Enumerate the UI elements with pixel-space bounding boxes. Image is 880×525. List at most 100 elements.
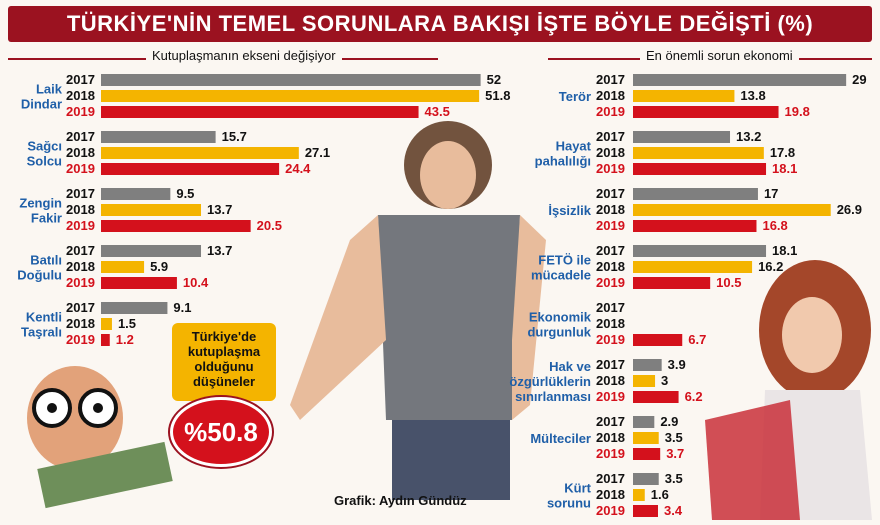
value-label: 20.5 — [257, 218, 282, 233]
category-label: Hayat — [556, 139, 592, 154]
value-label: 3.5 — [665, 471, 683, 486]
bar — [633, 432, 659, 444]
nerd-caricature — [27, 366, 173, 509]
year-label: 2018 — [596, 487, 625, 502]
value-label: 10.5 — [716, 275, 741, 290]
value-label: 16.8 — [762, 218, 787, 233]
bar — [101, 261, 145, 273]
category-label: mücadele — [531, 268, 591, 283]
value-label: 18.1 — [772, 243, 797, 258]
year-label: 2019 — [66, 218, 95, 233]
bar — [633, 220, 757, 232]
category-label: Laik — [36, 82, 63, 97]
year-label: 2017 — [66, 243, 95, 258]
bar — [633, 416, 655, 428]
bar — [101, 334, 110, 346]
year-label: 2017 — [596, 72, 625, 87]
year-label: 2018 — [66, 202, 95, 217]
year-label: 2019 — [596, 218, 625, 233]
year-label: 2017 — [596, 471, 625, 486]
category-label: İşsizlik — [548, 203, 591, 218]
right-bar-chart: Terör 2017 29 2018 13.8 2019 19.8 Hayatpahalılı… — [509, 72, 866, 518]
value-label: 3.5 — [665, 430, 683, 445]
year-label: 2017 — [596, 414, 625, 429]
callout-line: düşüneler — [192, 374, 256, 389]
category-label: özgürlüklerin — [509, 374, 591, 389]
category-label: Taşralı — [21, 325, 62, 340]
bar — [633, 204, 831, 216]
value-label: 16.2 — [758, 259, 783, 274]
bar — [633, 245, 767, 257]
category-label: Fakir — [31, 211, 62, 226]
value-label: 24.4 — [285, 161, 311, 176]
value-label: 3.7 — [666, 446, 684, 461]
value-label: 13.7 — [207, 202, 232, 217]
value-label: 1.5 — [118, 316, 136, 331]
category-label: Sağcı — [27, 139, 62, 154]
category-label: durgunluk — [527, 325, 591, 340]
bar — [101, 277, 177, 289]
value-label: 2.9 — [660, 414, 678, 429]
value-label: 6.7 — [688, 332, 706, 347]
value-label: 5.9 — [150, 259, 168, 274]
value-label: 26.9 — [837, 202, 862, 217]
category-label: Kentli — [26, 310, 62, 325]
bar — [101, 302, 168, 314]
callout-line: Türkiye'de — [191, 329, 257, 344]
year-label: 2017 — [66, 72, 95, 87]
year-label: 2017 — [596, 243, 625, 258]
value-label: 13.2 — [736, 129, 761, 144]
year-label: 2017 — [596, 300, 625, 315]
bar — [633, 106, 779, 118]
bar — [633, 90, 735, 102]
year-label: 2019 — [596, 161, 625, 176]
value-label: 10.4 — [183, 275, 209, 290]
bar — [101, 204, 202, 216]
value-label: 13.8 — [740, 88, 765, 103]
category-label: pahalılığı — [535, 154, 591, 169]
bar — [101, 74, 481, 86]
bar — [633, 375, 656, 387]
year-label: 2018 — [596, 88, 625, 103]
bar — [633, 505, 658, 517]
bar — [633, 188, 758, 200]
year-label: 2018 — [596, 316, 625, 331]
polarization-callout: Türkiye'de kutuplaşma olduğunu düşüneler — [172, 323, 276, 401]
category-label: sorunu — [547, 496, 591, 511]
year-label: 2019 — [66, 161, 95, 176]
year-label: 2019 — [66, 332, 95, 347]
graphic-credit: Grafik: Aydın Gündüz — [334, 493, 467, 508]
value-label: 43.5 — [425, 104, 450, 119]
category-label: Terör — [559, 89, 591, 104]
year-label: 2018 — [66, 259, 95, 274]
bar — [633, 163, 767, 175]
bar — [101, 131, 216, 143]
year-label: 2017 — [596, 129, 625, 144]
value-label: 29 — [852, 72, 866, 87]
year-label: 2017 — [596, 357, 625, 372]
callout-line: kutuplaşma — [187, 344, 261, 359]
year-label: 2017 — [596, 186, 625, 201]
left-chart-title: Kutuplaşmanın ekseni değişiyor — [146, 48, 342, 68]
value-label: 52 — [487, 72, 501, 87]
category-label: Doğulu — [17, 268, 62, 283]
year-label: 2017 — [66, 186, 95, 201]
year-label: 2019 — [596, 275, 625, 290]
bar — [633, 489, 645, 501]
category-label: Kürt — [564, 481, 591, 496]
year-label: 2018 — [66, 145, 95, 160]
year-label: 2019 — [596, 332, 625, 347]
value-label: 9.5 — [176, 186, 194, 201]
year-label: 2018 — [596, 145, 625, 160]
bar — [633, 74, 847, 86]
category-label: sınırlanması — [515, 389, 591, 404]
value-label: 15.7 — [222, 129, 247, 144]
year-label: 2018 — [596, 430, 625, 445]
year-label: 2018 — [596, 373, 625, 388]
bar — [101, 147, 299, 159]
bar — [101, 245, 202, 257]
year-label: 2018 — [66, 88, 95, 103]
value-label: 3.9 — [668, 357, 686, 372]
